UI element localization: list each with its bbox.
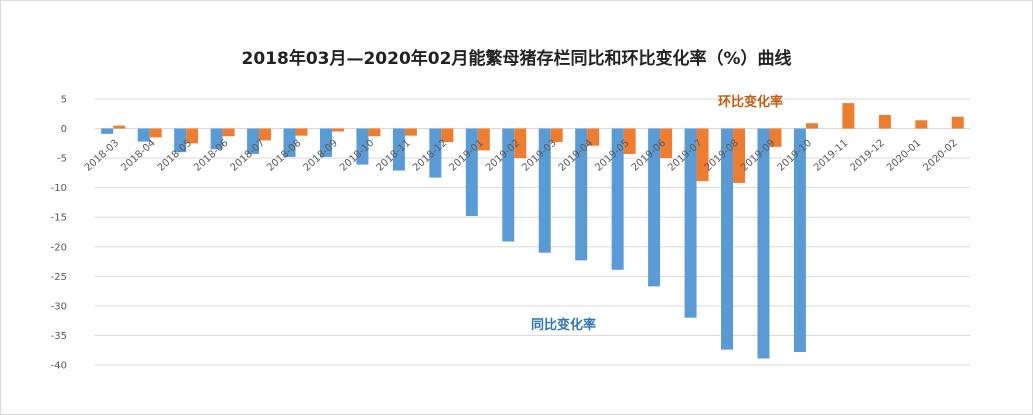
- yoy-bar: [137, 128, 150, 142]
- x-tick-label: 2020-02: [921, 138, 959, 174]
- gridlines: [95, 98, 970, 366]
- yoy-bar: [356, 128, 369, 165]
- y-tick-label: -30: [51, 301, 67, 312]
- y-tick-label: -25: [51, 272, 67, 283]
- mom-bar: [878, 114, 891, 129]
- x-tick-label: 2019-12: [848, 138, 886, 174]
- mom-bar: [113, 125, 126, 129]
- y-tick-label: -10: [51, 183, 67, 194]
- series-annotation: 环比变化率: [718, 94, 783, 110]
- mom-bar: [259, 128, 272, 141]
- yoy-bar: [502, 128, 515, 242]
- mom-bar: [477, 128, 490, 151]
- y-tick-label: 5: [61, 95, 67, 106]
- yoy-bar: [648, 128, 661, 287]
- y-tick-label: 0: [61, 124, 67, 135]
- x-tick-label: 2020-01: [885, 138, 923, 174]
- mom-bar: [696, 128, 709, 182]
- yoy-bar: [174, 128, 187, 153]
- yoy-bar: [210, 128, 223, 150]
- yoy-bar: [721, 128, 734, 350]
- mom-bar: [660, 128, 673, 159]
- x-tick-label: 2019-11: [812, 138, 850, 174]
- mom-bar: [368, 128, 381, 137]
- mom-bar: [441, 128, 454, 143]
- yoy-bar: [319, 128, 332, 157]
- y-axis: 5 0 -5 -10 -15 -20 -25 -30 -35 -40: [51, 95, 67, 372]
- mom-bar: [149, 128, 162, 138]
- mom-bar: [404, 128, 417, 136]
- mom-bar: [587, 128, 600, 146]
- mom-bar: [331, 128, 344, 132]
- mom-bar: [805, 123, 818, 129]
- yoy-bar: [611, 128, 624, 270]
- mom-bar: [951, 116, 964, 129]
- y-tick-label: -40: [51, 361, 67, 372]
- bars: [101, 103, 964, 359]
- x-tick-label: 2018-04: [119, 138, 157, 174]
- mom-bar: [915, 120, 928, 129]
- mom-bar: [733, 128, 746, 183]
- mom-bar: [623, 128, 636, 154]
- yoy-bar: [575, 128, 588, 261]
- yoy-bar: [247, 128, 260, 154]
- y-tick-label: -15: [51, 213, 67, 224]
- mom-bar: [222, 128, 235, 137]
- yoy-bar: [757, 128, 770, 359]
- y-tick-label: -5: [57, 154, 67, 165]
- mom-bar: [769, 128, 782, 147]
- chart-title: 2018年03月—2020年02月能繁母猪存栏同比和环比变化率（%）曲线: [241, 49, 792, 69]
- mom-bar: [295, 128, 308, 136]
- mom-bar: [550, 128, 563, 143]
- mom-bar: [842, 103, 855, 129]
- yoy-bar: [793, 128, 806, 352]
- mom-bar: [514, 128, 527, 159]
- yoy-bar: [684, 128, 697, 318]
- y-tick-label: -35: [51, 331, 67, 342]
- yoy-bar: [429, 128, 442, 178]
- mom-bar: [186, 128, 199, 144]
- x-tick-label: 2018-03: [83, 138, 121, 174]
- yoy-bar: [465, 128, 478, 217]
- yoy-bar: [101, 128, 114, 134]
- yoy-bar: [538, 128, 551, 253]
- yoy-bar: [392, 128, 405, 171]
- series-annotation: 同比变化率: [531, 317, 596, 333]
- yoy-bar: [283, 128, 296, 157]
- y-tick-label: -20: [51, 242, 67, 253]
